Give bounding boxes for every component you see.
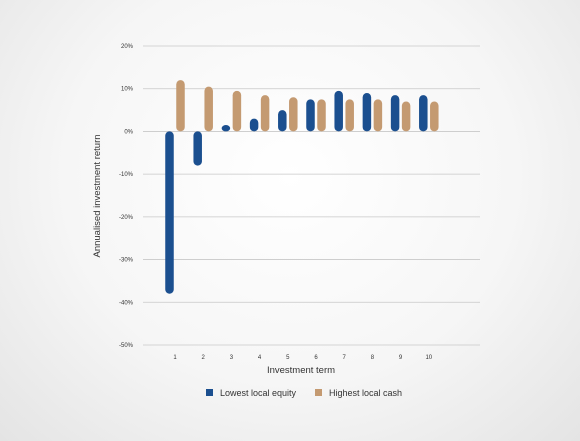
bar-lowest-local-equity-1 (165, 131, 174, 294)
bar-lowest-local-equity-4 (249, 118, 259, 132)
y-tick-label: 0% (124, 129, 133, 135)
legend-swatch (315, 389, 322, 396)
bar-lowest-local-equity-10 (419, 95, 428, 132)
y-axis-label: Annualised investment return (92, 134, 103, 257)
bar-lowest-local-equity-7 (334, 90, 343, 132)
bar-highest-local-cash-7 (345, 99, 354, 132)
chart-legend: Lowest local equity Highest local cash (206, 388, 402, 398)
x-tick-label: 7 (343, 355, 347, 361)
x-tick-label: 10 (425, 355, 432, 361)
y-tick-label: -10% (119, 172, 134, 178)
bar-highest-local-cash-9 (401, 101, 411, 132)
y-tick-label: -50% (119, 343, 134, 349)
bar-highest-local-cash-6 (317, 99, 326, 132)
bar-highest-local-cash-5 (289, 97, 298, 132)
x-tick-label: 3 (230, 355, 234, 361)
x-tick-label: 9 (399, 355, 403, 361)
legend-swatch (206, 389, 213, 396)
bar-highest-local-cash-8 (373, 99, 383, 132)
bar-lowest-local-equity-9 (390, 95, 400, 132)
bar-lowest-local-equity-2 (193, 131, 202, 166)
legend-label: Highest local cash (329, 388, 402, 398)
bar-highest-local-cash-4 (260, 95, 270, 132)
chart-gridlines (143, 45, 480, 346)
x-tick-label: 8 (371, 355, 375, 361)
x-tick-label: 6 (314, 355, 318, 361)
y-tick-label: -30% (119, 258, 134, 264)
y-tick-label: 10% (121, 87, 134, 93)
bar-lowest-local-equity-3 (221, 125, 231, 132)
x-tick-label: 2 (202, 355, 206, 361)
bar-highest-local-cash-1 (176, 80, 185, 132)
bar-lowest-local-equity-8 (362, 92, 372, 132)
y-tick-label: -40% (119, 300, 134, 306)
legend-label: Lowest local equity (220, 388, 297, 398)
x-tick-label: 4 (258, 355, 262, 361)
bar-highest-local-cash-2 (204, 86, 213, 132)
chart-bars (165, 80, 439, 294)
x-tick-label: 1 (173, 355, 177, 361)
bar-highest-local-cash-10 (430, 101, 439, 132)
bar-lowest-local-equity-5 (278, 110, 287, 132)
bar-highest-local-cash-3 (232, 90, 242, 132)
x-axis-label: Investment term (267, 365, 335, 376)
y-tick-label: 20% (121, 44, 134, 50)
y-tick-label: -20% (119, 215, 134, 221)
y-axis-ticks: 20% 10% 0% -10% -20% -30% -40% -50% (119, 44, 134, 349)
x-axis-ticks: 1 2 3 4 5 6 7 8 9 10 (173, 355, 432, 361)
bar-lowest-local-equity-6 (306, 99, 315, 132)
x-tick-label: 5 (286, 355, 290, 361)
